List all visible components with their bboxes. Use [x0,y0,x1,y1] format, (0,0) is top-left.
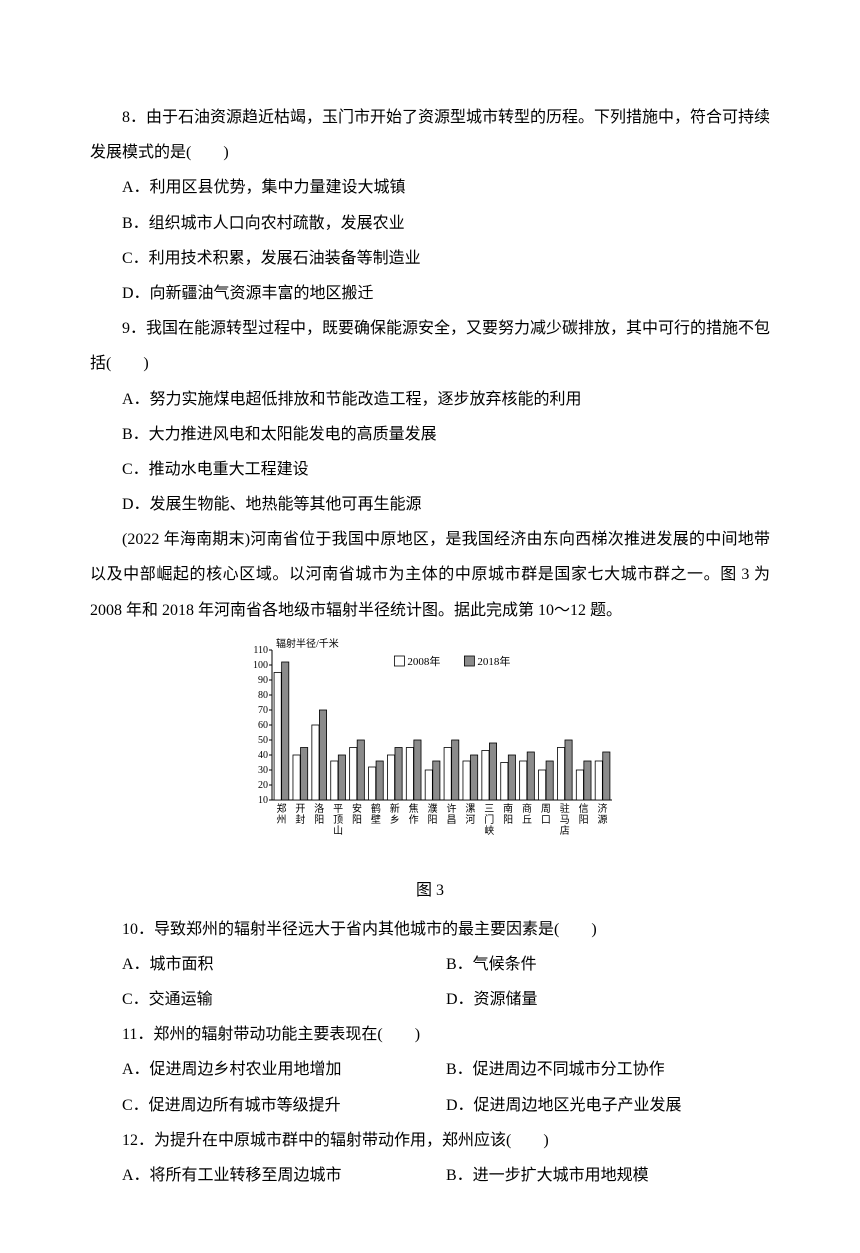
svg-text:漯: 漯 [465,803,475,815]
svg-text:2008年: 2008年 [407,654,440,668]
svg-text:店: 店 [560,824,570,837]
q8-stem: 8．由于石油资源趋近枯竭，玉门市开始了资源型城市转型的历程。下列措施中，符合可持… [90,100,770,170]
q9-option-a: A．努力实施煤电超低排放和节能改造工程，逐步放弃核能的利用 [90,382,770,417]
q8-option-c: C．利用技术积累，发展石油装备等制造业 [90,241,770,276]
svg-text:峡: 峡 [484,824,494,837]
q8-option-b: B．组织城市人口向农村疏散，发展农业 [90,206,770,241]
svg-text:开: 开 [295,804,305,815]
q12-option-b: B．进一步扩大城市用地规模 [446,1158,770,1193]
q8-option-a: A．利用区县优势，集中力量建设大城镇 [90,170,770,205]
q10-option-c: C．交通运输 [122,982,446,1017]
q9-stem: 9．我国在能源转型过程中，既要确保能源安全，又要努力减少碳排放，其中可行的措施不… [90,311,770,381]
q10-row-ab: A．城市面积 B．气候条件 [90,947,770,982]
q11-option-c: C．促进周边所有城市等级提升 [122,1088,446,1123]
svg-text:许: 许 [446,803,456,815]
q11-row-cd: C．促进周边所有城市等级提升 D．促进周边地区光电子产业发展 [90,1088,770,1123]
svg-text:口: 口 [541,815,551,826]
svg-text:10: 10 [258,795,268,806]
q11-row-ab: A．促进周边乡村农业用地增加 B．促进周边不同城市分工协作 [90,1052,770,1087]
chart-figure: 辐射半径/千米102030405060708090100110郑州开封洛阳平顶山… [240,636,620,874]
svg-text:河: 河 [465,814,475,826]
svg-text:80: 80 [258,690,268,701]
svg-text:安: 安 [352,802,362,815]
q10-stem: 10．导致郑州的辐射半径远大于省内其他城市的最主要因素是( ) [90,912,770,947]
q11-option-d: D．促进周边地区光电子产业发展 [446,1088,770,1123]
svg-text:周: 周 [541,803,551,815]
svg-text:门: 门 [484,813,494,826]
svg-text:商: 商 [522,802,532,815]
svg-text:乡: 乡 [390,814,400,826]
q10-option-a: A．城市面积 [122,947,446,982]
svg-text:30: 30 [258,765,268,776]
q12-option-a: A．将所有工业转移至周边城市 [122,1158,446,1193]
svg-text:作: 作 [409,814,419,826]
q11-stem: 11．郑州的辐射带动功能主要表现在( ) [90,1017,770,1052]
svg-text:源: 源 [598,813,608,826]
svg-text:2018年: 2018年 [477,654,510,668]
svg-text:濮: 濮 [428,802,438,815]
svg-text:100: 100 [253,660,268,671]
svg-text:壁: 壁 [371,813,381,826]
svg-text:辐射半径/千米: 辐射半径/千米 [276,637,339,650]
svg-text:鹤: 鹤 [371,802,381,815]
q10-row-cd: C．交通运输 D．资源储量 [90,982,770,1017]
chart-svg: 辐射半径/千米102030405060708090100110郑州开封洛阳平顶山… [240,636,620,861]
svg-text:阳: 阳 [314,814,324,826]
q12-row-ab: A．将所有工业转移至周边城市 B．进一步扩大城市用地规模 [90,1158,770,1193]
svg-text:南: 南 [503,802,513,815]
page: 8．由于石油资源趋近枯竭，玉门市开始了资源型城市转型的历程。下列措施中，符合可持… [0,0,860,1253]
svg-text:三: 三 [484,804,494,815]
svg-text:封: 封 [295,813,305,826]
svg-text:110: 110 [253,645,268,656]
svg-text:洛: 洛 [314,802,324,815]
svg-text:丘: 丘 [522,814,532,826]
svg-text:顶: 顶 [333,814,343,826]
q12-stem: 12．为提升在中原城市群中的辐射带动作用，郑州应该( ) [90,1123,770,1158]
svg-text:马: 马 [560,814,570,826]
q10-option-d: D．资源储量 [446,982,770,1017]
svg-text:信: 信 [579,803,589,815]
q11-option-b: B．促进周边不同城市分工协作 [446,1052,770,1087]
svg-text:70: 70 [258,705,268,716]
svg-text:山: 山 [333,825,343,837]
svg-text:阳: 阳 [428,814,438,826]
q11-option-a: A．促进周边乡村农业用地增加 [122,1052,446,1087]
passage-text: (2022 年海南期末)河南省位于我国中原地区，是我国经济由东向西梯次推进发展的… [90,522,770,628]
q10-option-b: B．气候条件 [446,947,770,982]
svg-text:20: 20 [258,780,268,791]
svg-text:昌: 昌 [446,814,456,826]
q9-option-d: D．发展生物能、地热能等其他可再生能源 [90,487,770,522]
svg-text:平: 平 [333,804,343,815]
svg-text:济: 济 [598,802,608,815]
svg-text:50: 50 [258,735,268,746]
svg-text:90: 90 [258,675,268,686]
svg-text:40: 40 [258,750,268,761]
svg-text:驻: 驻 [560,802,570,815]
svg-text:60: 60 [258,720,268,731]
svg-text:郑: 郑 [276,802,286,815]
chart-caption: 图 3 [90,878,770,904]
svg-text:阳: 阳 [503,814,513,826]
svg-text:州: 州 [276,814,286,826]
q8-option-d: D．向新疆油气资源丰富的地区搬迁 [90,276,770,311]
q9-option-c: C．推动水电重大工程建设 [90,452,770,487]
svg-text:新: 新 [390,802,400,815]
svg-text:阳: 阳 [579,814,589,826]
svg-text:焦: 焦 [409,802,419,815]
svg-text:阳: 阳 [352,814,362,826]
q9-option-b: B．大力推进风电和太阳能发电的高质量发展 [90,417,770,452]
